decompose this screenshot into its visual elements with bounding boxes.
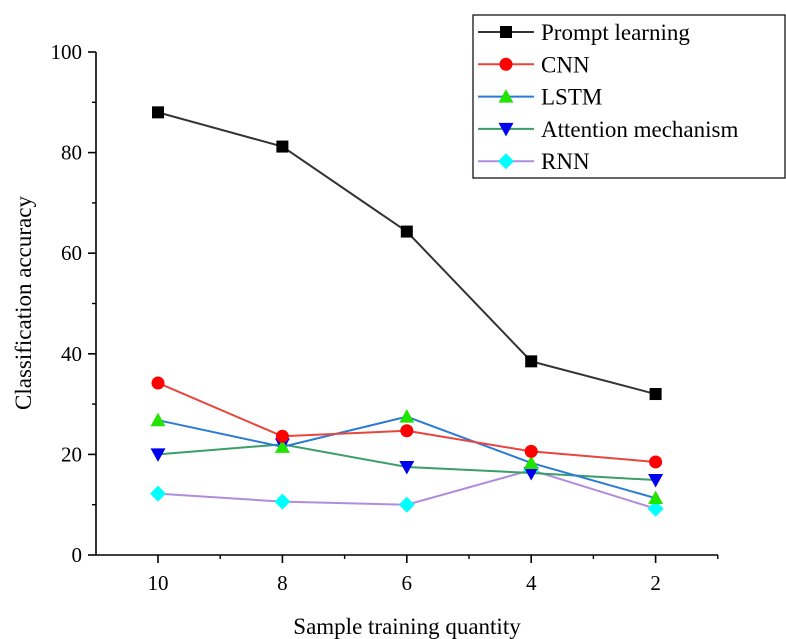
y-tick-label: 0: [72, 543, 83, 567]
data-point-lstm: [648, 490, 664, 505]
data-point-attention-mechanism: [399, 460, 415, 475]
legend-label: LSTM: [541, 85, 602, 110]
y-tick-label: 40: [61, 342, 82, 366]
series-prompt-learning: [152, 106, 662, 401]
x-tick-label: 4: [526, 571, 537, 595]
legend: Prompt learning CNN LSTM Attention mechanis…: [472, 14, 786, 179]
legend-item-prompt-learning: Prompt learning: [478, 20, 690, 45]
y-ticks: 0 20 40 60 80 100: [51, 40, 96, 567]
data-point-lstm: [150, 412, 166, 427]
data-point-lstm: [523, 455, 539, 469]
data-point-cnn: [275, 429, 289, 443]
x-tick-label: 10: [148, 571, 169, 595]
legend-label: Prompt learning: [541, 20, 690, 45]
x-axis-title: Sample training quantity: [293, 614, 521, 639]
data-point-rnn: [274, 493, 291, 510]
legend-label: CNN: [541, 52, 590, 77]
x-tick-label: 6: [402, 571, 413, 595]
x-tick-label: 8: [277, 571, 288, 595]
legend-marker: [500, 26, 512, 38]
legend-item-rnn: RNN: [478, 149, 590, 174]
data-point-rnn: [398, 496, 415, 513]
legend-item-lstm: LSTM: [478, 85, 602, 110]
data-point-rnn: [647, 500, 664, 517]
legend-marker: [499, 57, 513, 71]
legend-marker: [498, 89, 514, 103]
x-tick-label: 2: [650, 571, 661, 595]
legend-label: RNN: [541, 149, 590, 174]
data-point-prompt-learning: [152, 106, 164, 119]
data-point-attention-mechanism: [150, 448, 166, 462]
data-point-prompt-learning: [649, 388, 662, 401]
data-point-rnn: [150, 485, 166, 502]
series-cnn: [151, 376, 663, 469]
y-tick-label: 60: [61, 241, 82, 265]
data-point-cnn: [649, 455, 663, 469]
x-ticks: 10 8 6 4 2: [148, 555, 719, 595]
legend-item-cnn: CNN: [478, 52, 590, 77]
data-point-prompt-learning: [525, 355, 538, 368]
data-point-cnn: [151, 376, 165, 390]
legend-label: Attention mechanism: [541, 117, 738, 142]
series-group: [150, 106, 664, 517]
data-point-attention-mechanism: [523, 467, 539, 481]
data-point-prompt-learning: [400, 225, 413, 238]
data-point-prompt-learning: [276, 140, 289, 153]
data-point-cnn: [400, 424, 414, 438]
legend-item-attention-mechanism: Attention mechanism: [478, 117, 738, 142]
legend-marker: [498, 122, 514, 137]
data-point-lstm: [399, 409, 415, 423]
series-attention-mechanism: [150, 438, 664, 488]
y-tick-label: 100: [51, 40, 83, 64]
data-point-cnn: [524, 444, 538, 458]
series-lstm: [150, 409, 664, 505]
y-tick-label: 80: [61, 141, 82, 165]
y-tick-label: 20: [61, 442, 82, 466]
data-point-lstm: [274, 439, 290, 453]
legend-marker: [498, 153, 514, 170]
data-point-attention-mechanism: [648, 474, 664, 488]
y-axis-title: Classification accuracy: [11, 196, 36, 410]
